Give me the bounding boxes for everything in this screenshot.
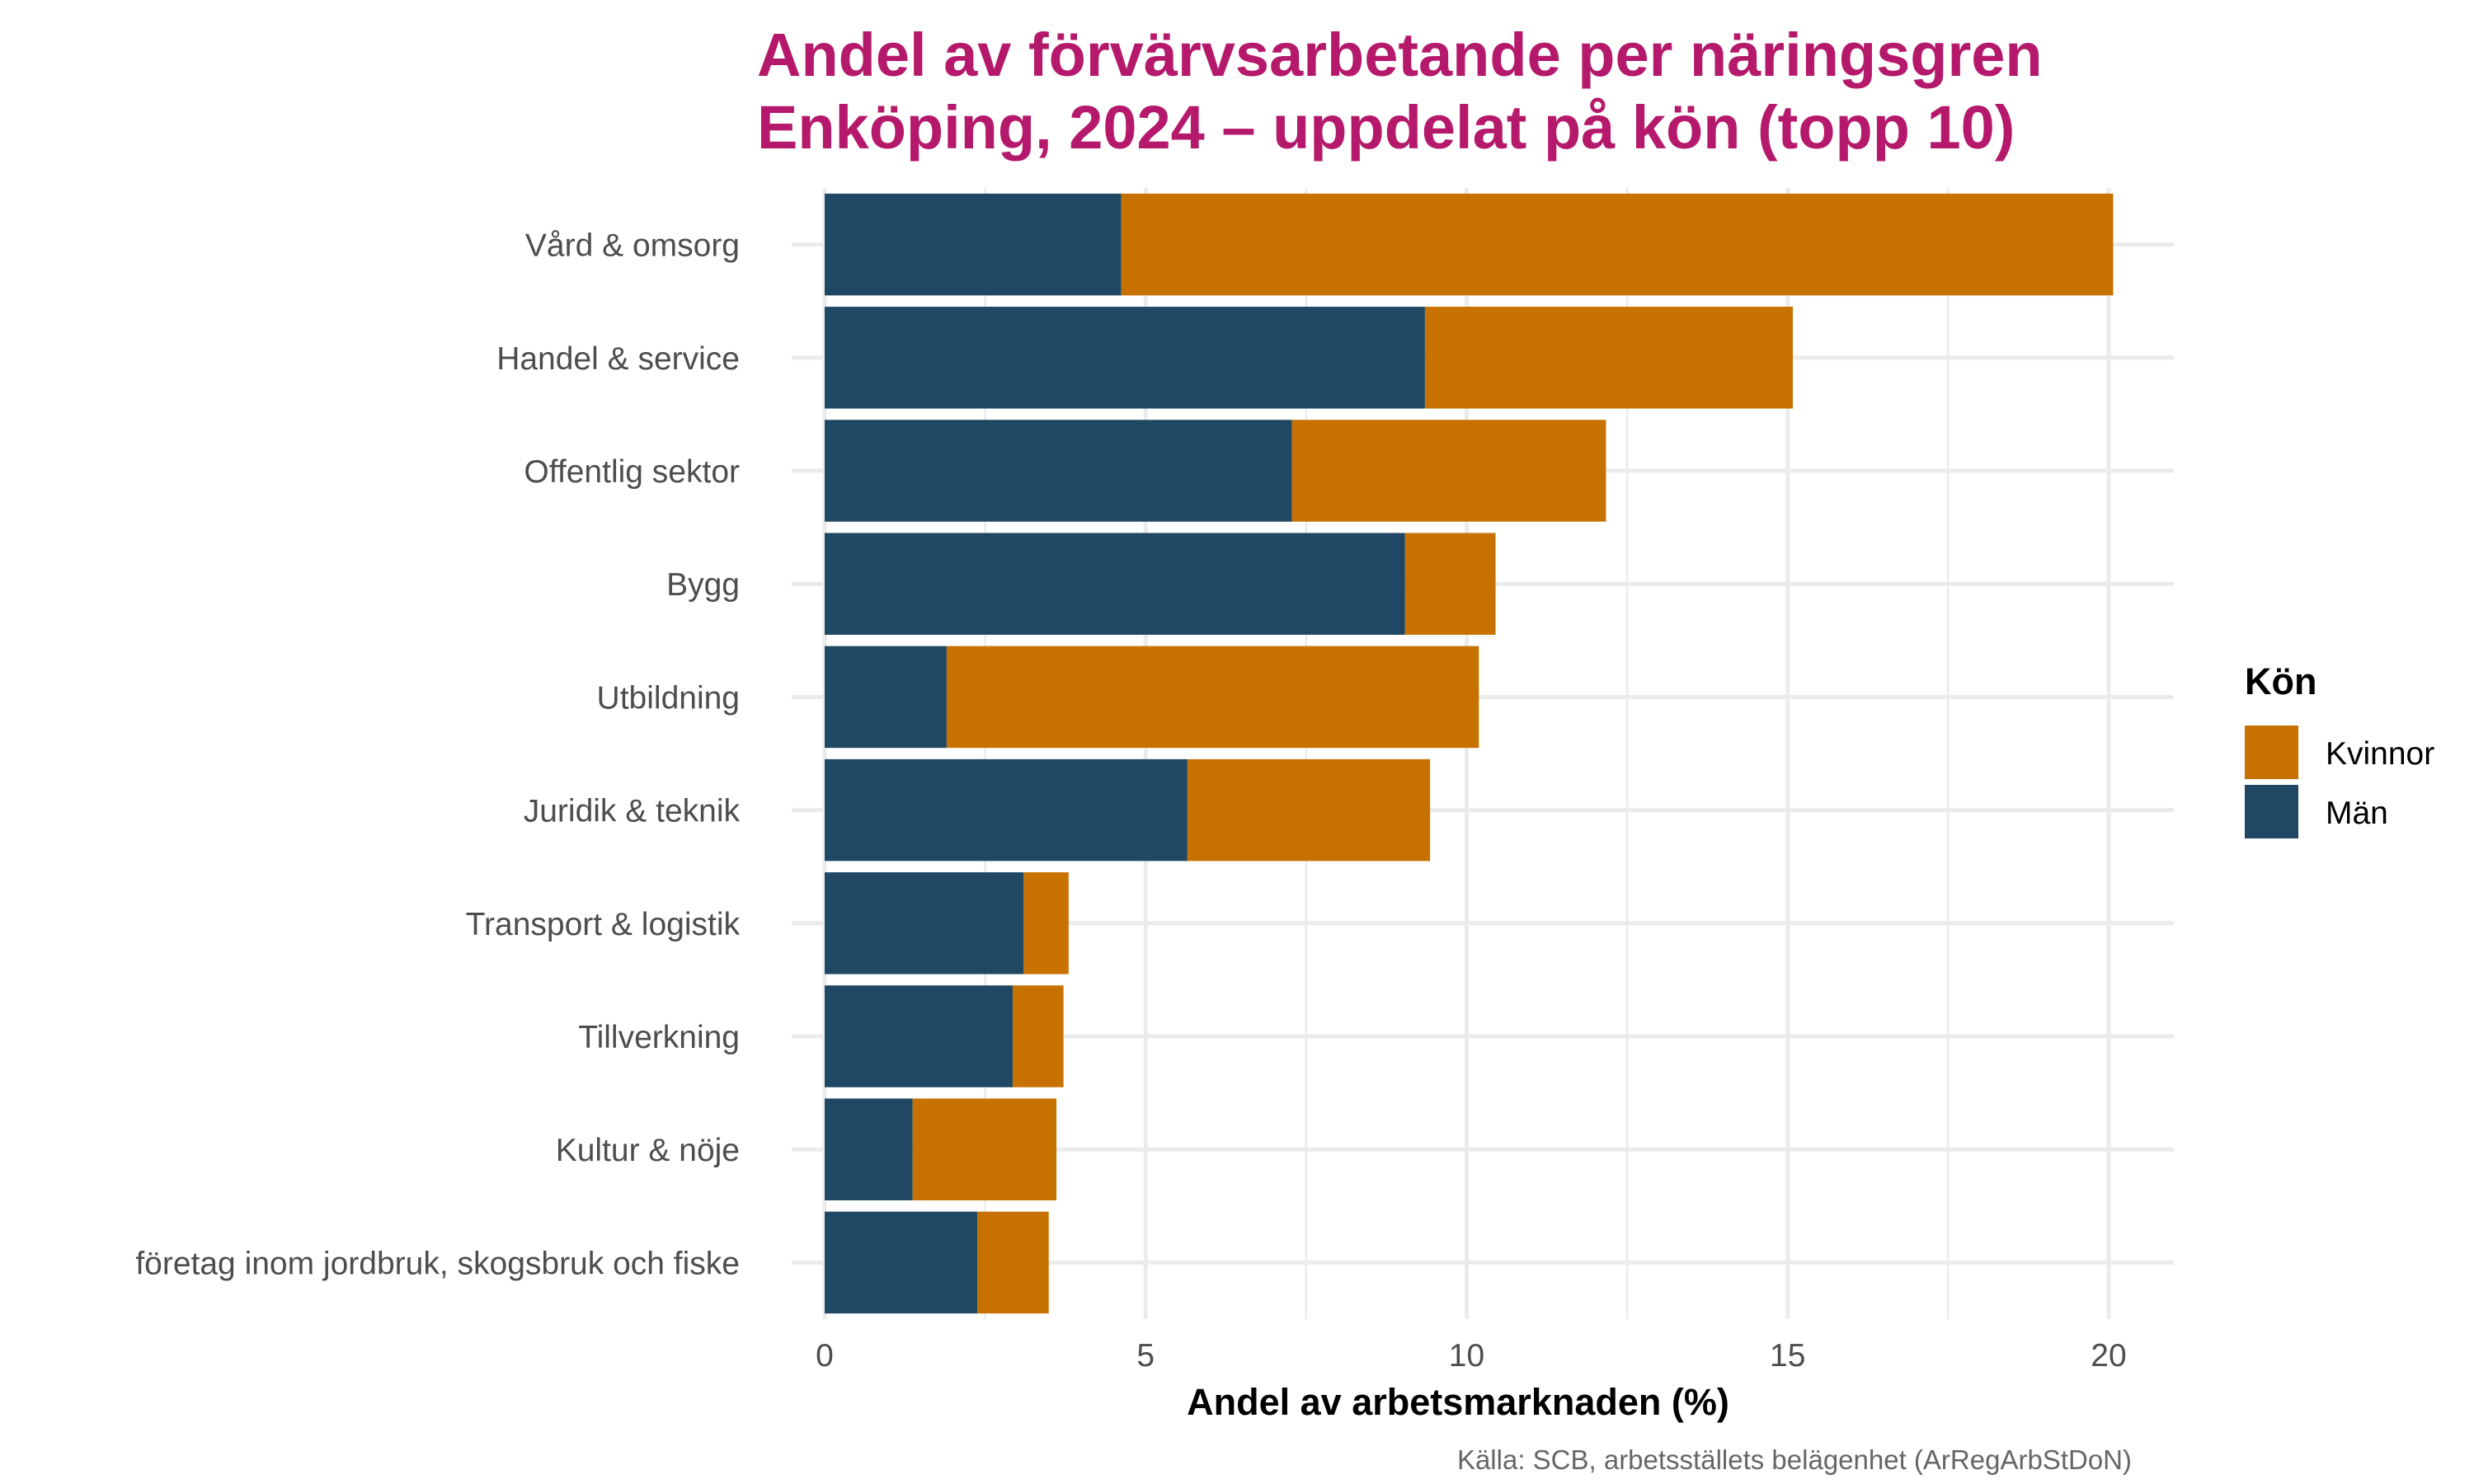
- bar-man: [825, 985, 1014, 1087]
- bar-man: [825, 307, 1425, 409]
- bars: [825, 193, 2114, 1314]
- category-label: Kultur & nöje: [556, 1133, 740, 1168]
- bar-kvinnor: [1291, 420, 1606, 522]
- category-label: Tillverkning: [578, 1020, 740, 1055]
- x-axis-title: Andel av arbetsmarknaden (%): [1187, 1381, 1729, 1423]
- x-tick-label: 15: [1770, 1338, 1805, 1374]
- x-axis-tick-labels: 0 5 10 15 20: [816, 1338, 2127, 1374]
- bar-kvinnor: [1424, 307, 1793, 409]
- category-label: Vård & omsorg: [525, 228, 740, 264]
- chart-title-line-2: Enköping, 2024 – uppdelat på kön (topp 1…: [757, 93, 2015, 162]
- legend-label-kvinnor: Kvinnor: [2326, 736, 2434, 772]
- category-label: Bygg: [666, 567, 740, 603]
- bar-man: [825, 1211, 978, 1314]
- bar-man: [825, 533, 1405, 635]
- category-label: Offentlig sektor: [524, 454, 740, 490]
- legend: Kön Kvinnor Män: [2245, 660, 2434, 838]
- caption: Källa: SCB, arbetsställets belägenhet (A…: [1457, 1444, 2132, 1475]
- x-tick-label: 20: [2091, 1338, 2126, 1374]
- x-tick-label: 5: [1136, 1338, 1155, 1374]
- bar-man: [825, 872, 1024, 974]
- legend-key-kvinnor: [2245, 726, 2298, 779]
- bar-kvinnor: [1187, 758, 1431, 862]
- bar-kvinnor: [1023, 872, 1069, 974]
- chart-title-line-1: Andel av förvärvsarbetande per näringsgr…: [757, 21, 2043, 89]
- bar-kvinnor: [912, 1098, 1057, 1200]
- bar-man: [825, 758, 1188, 862]
- bar-man: [825, 1098, 913, 1200]
- category-label: Juridik & teknik: [524, 794, 741, 829]
- category-label: Handel & service: [496, 341, 740, 377]
- legend-title: Kön: [2245, 660, 2316, 702]
- bar-kvinnor: [1404, 533, 1496, 635]
- bar-kvinnor: [946, 646, 1479, 749]
- bar-kvinnor: [977, 1211, 1049, 1314]
- bar-man: [825, 193, 1122, 296]
- category-labels: Vård & omsorg Handel & service Offentlig s…: [135, 228, 740, 1282]
- bar-man: [825, 646, 947, 749]
- category-label: Transport & logistik: [466, 907, 741, 942]
- bar-kvinnor: [1013, 985, 1064, 1087]
- category-label: företag inom jordbruk, skogsbruk och fis…: [135, 1246, 740, 1281]
- bar-kvinnor: [1121, 193, 2114, 296]
- x-tick-label: 10: [1449, 1338, 1484, 1374]
- category-label: Utbildning: [597, 680, 740, 716]
- x-tick-label: 0: [816, 1338, 834, 1374]
- legend-key-man: [2245, 785, 2298, 838]
- chart-title: Andel av förvärvsarbetande per näringsgr…: [757, 21, 2043, 162]
- bar-man: [825, 420, 1292, 522]
- legend-label-man: Män: [2326, 796, 2388, 831]
